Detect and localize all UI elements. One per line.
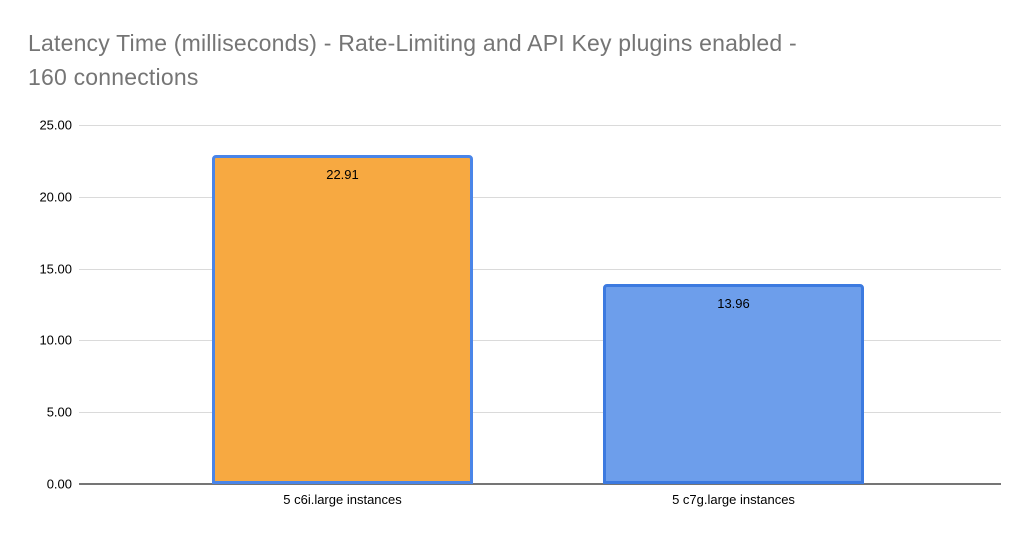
- x-category-label-2: 5 c7g.large instances: [672, 492, 795, 507]
- gridline-20: [79, 196, 1001, 198]
- bar-1: 22.91: [212, 155, 473, 484]
- bar-value-label-2: 13.96: [717, 295, 750, 311]
- y-tick-label-5: 5.00: [46, 404, 72, 420]
- y-tick-label-0: 0.00: [46, 476, 72, 492]
- chart-title-line-2: 160 connections: [28, 64, 199, 90]
- bar-2: 13.96: [603, 283, 864, 484]
- y-tick-label-20: 20.00: [39, 189, 72, 205]
- chart-title-line-1: Latency Time (milliseconds) - Rate-Limit…: [28, 30, 797, 56]
- plot-area: 22.91 13.96: [79, 125, 1001, 485]
- gridline-10: [79, 340, 1001, 342]
- y-tick-label-25: 25.00: [39, 117, 72, 133]
- x-axis-labels: 5 c6i.large instances 5 c7g.large instanc…: [79, 492, 1001, 512]
- y-axis-labels: 25.00 20.00 15.00 10.00 5.00 0.00: [0, 118, 72, 492]
- y-tick-label-15: 15.00: [39, 261, 72, 277]
- gridline-5: [79, 412, 1001, 414]
- gridline-15: [79, 268, 1001, 270]
- bar-value-label-1: 22.91: [326, 167, 359, 183]
- x-axis-line: [79, 483, 1001, 485]
- gridline-25: [79, 125, 1001, 126]
- y-tick-label-10: 10.00: [39, 332, 72, 348]
- x-category-label-1: 5 c6i.large instances: [283, 492, 402, 507]
- chart-title: Latency Time (milliseconds) - Rate-Limit…: [28, 26, 988, 94]
